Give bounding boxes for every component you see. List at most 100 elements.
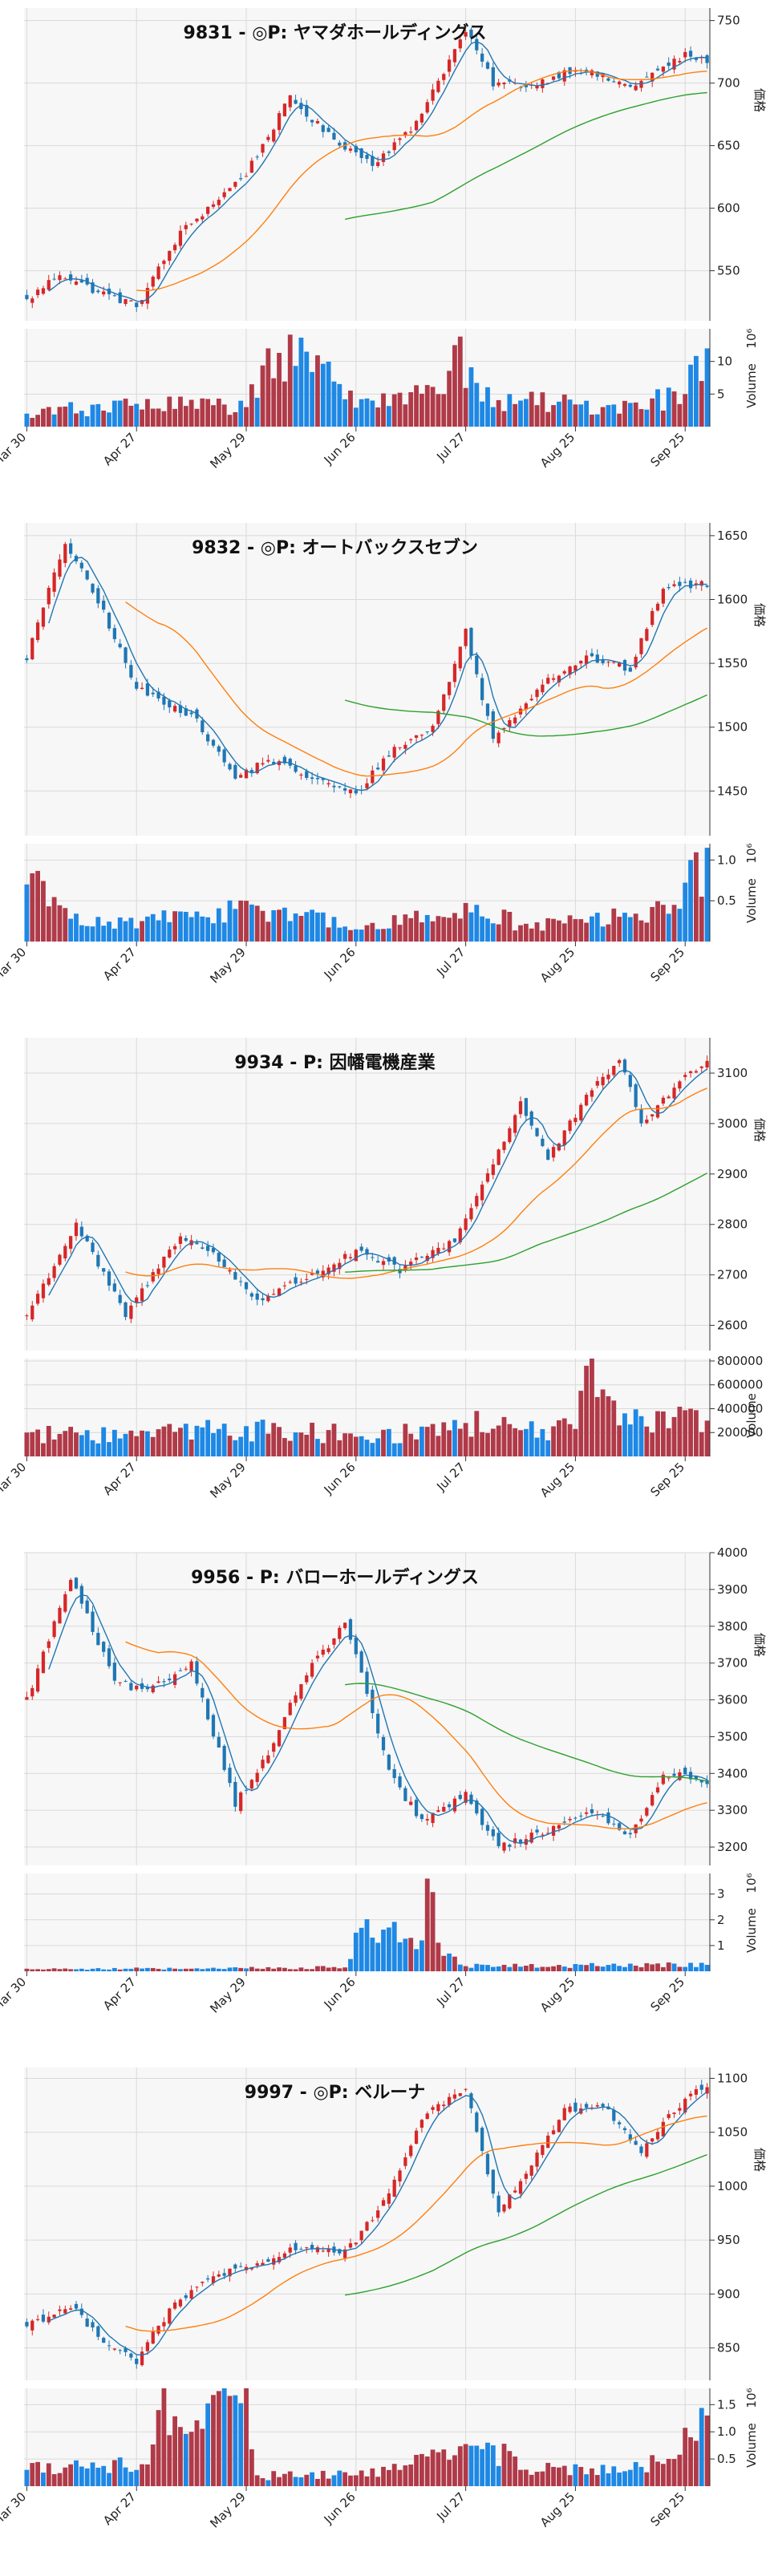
volume-bar: [370, 400, 375, 427]
volume-bar: [523, 399, 529, 427]
volume-bar: [573, 1428, 578, 1456]
candle-body: [436, 711, 440, 724]
candle-body: [168, 1679, 172, 1681]
volume-bar: [24, 413, 30, 427]
candle-body: [639, 80, 643, 88]
volume-bar: [556, 1965, 561, 1971]
candle-body: [326, 1648, 330, 1652]
candle-body: [601, 1076, 605, 1086]
volume-bar: [95, 403, 101, 427]
candle-body: [442, 74, 446, 80]
candle-body: [650, 1795, 654, 1806]
volume-bar: [101, 410, 107, 427]
volume-bar: [24, 884, 30, 942]
candle-body: [425, 731, 429, 733]
volume-bar: [95, 917, 101, 942]
volume-bar: [578, 1964, 584, 1971]
volume-bar: [622, 913, 627, 942]
candle-body: [678, 2108, 682, 2111]
candle-body: [562, 2108, 566, 2120]
candle-body: [436, 80, 440, 92]
candle-body: [326, 2248, 330, 2253]
volume-bar: [68, 1969, 74, 1971]
volume-bar: [699, 381, 704, 427]
volume-bar: [436, 394, 441, 427]
candle-body: [294, 99, 298, 104]
volume-bar: [282, 2473, 287, 2486]
candle-body: [249, 2267, 253, 2270]
candle-body: [359, 1246, 363, 1251]
volume-bar: [463, 902, 468, 942]
volume-bar: [655, 901, 660, 942]
volume-bar: [490, 923, 496, 942]
volume-bar: [457, 1428, 463, 1456]
volume-bar: [480, 1964, 485, 1971]
candle-body: [442, 2104, 446, 2107]
x-tick-label: Mar 30: [0, 430, 29, 470]
candle-body: [35, 1668, 40, 1692]
candle-body: [63, 1245, 67, 1259]
volume-bar: [277, 909, 282, 942]
volume-bar: [150, 1967, 156, 1971]
volume-bar: [101, 1969, 107, 1971]
candle-body: [612, 1823, 616, 1825]
volume-bar: [134, 2469, 140, 2486]
ma25-line: [125, 2115, 707, 2332]
volume-bar: [249, 904, 254, 942]
volume-bar: [627, 403, 633, 427]
candle-body: [496, 1833, 500, 1846]
candle-body: [129, 1305, 133, 1319]
candle-body: [419, 113, 424, 123]
volume-bar: [414, 2454, 419, 2486]
candle-body: [387, 151, 391, 153]
price-tick-label: 3200: [717, 1840, 748, 1854]
volume-bar: [518, 1966, 523, 1971]
volume-bar: [188, 1439, 194, 1456]
volume-bar: [304, 1969, 310, 1971]
volume-bar: [391, 2464, 397, 2486]
price-plot-area: [24, 8, 710, 321]
candle-body: [178, 230, 183, 246]
ma25-line: [125, 1641, 707, 1830]
candle-body: [69, 274, 73, 281]
volume-bar: [194, 1425, 200, 1456]
candle-body: [628, 1833, 632, 1835]
volume-bar: [57, 905, 63, 942]
volume-bar: [501, 1416, 507, 1456]
volume-bar: [167, 1424, 172, 1456]
candle-body: [475, 1800, 479, 1814]
candle-body: [52, 278, 56, 280]
volume-bar: [414, 910, 419, 942]
volume-bar: [178, 396, 183, 427]
volume-bar: [150, 2444, 156, 2486]
volume-bar: [381, 2466, 386, 2486]
volume-bar: [238, 2403, 244, 2486]
candle-body: [699, 581, 703, 586]
candle-body: [371, 770, 375, 784]
volume-bar: [633, 913, 638, 942]
ma5-line: [48, 557, 707, 792]
candle-body: [645, 1808, 649, 1816]
candle-body: [172, 245, 177, 250]
candle-body: [189, 712, 193, 715]
candle-body: [622, 1831, 627, 1835]
candle-body: [688, 51, 693, 57]
volume-bar: [381, 1930, 386, 1971]
candle-body: [244, 1282, 249, 1290]
volume-bar: [90, 404, 95, 427]
candle-body: [52, 1621, 56, 1638]
candlesticks: [25, 2080, 709, 2369]
candle-body: [480, 1808, 484, 1825]
volume-bar: [167, 396, 172, 427]
candle-body: [546, 1149, 550, 1160]
volume-bar: [683, 1966, 688, 1971]
volume-bar: [211, 2395, 216, 2486]
candle-body: [464, 2088, 468, 2090]
candle-body: [464, 1218, 468, 1230]
volume-tick-label: 0.5: [717, 893, 736, 908]
volume-bar: [419, 1940, 424, 1971]
volume-bar: [211, 923, 216, 942]
volume-bar: [666, 2458, 671, 2486]
volume-bar: [590, 1359, 594, 1456]
candle-body: [206, 2278, 210, 2280]
